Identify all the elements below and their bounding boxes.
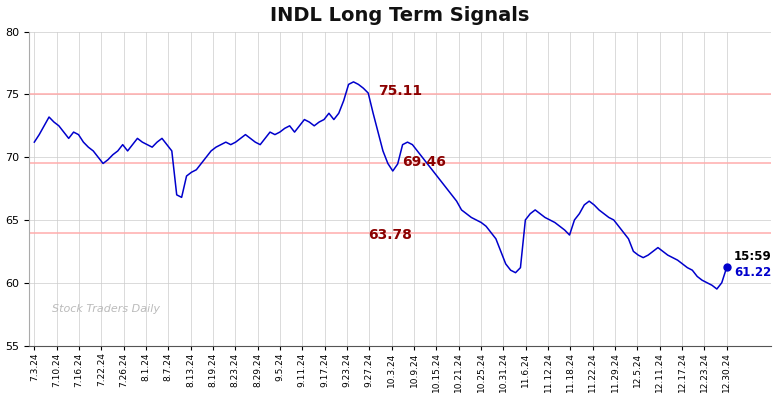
Text: 15:59: 15:59 [734,250,771,263]
Text: 61.22: 61.22 [734,266,771,279]
Title: INDL Long Term Signals: INDL Long Term Signals [270,6,530,25]
Text: Stock Traders Daily: Stock Traders Daily [52,304,160,314]
Text: 63.78: 63.78 [368,228,412,242]
Text: 69.46: 69.46 [403,155,446,169]
Text: 75.11: 75.11 [378,84,422,98]
